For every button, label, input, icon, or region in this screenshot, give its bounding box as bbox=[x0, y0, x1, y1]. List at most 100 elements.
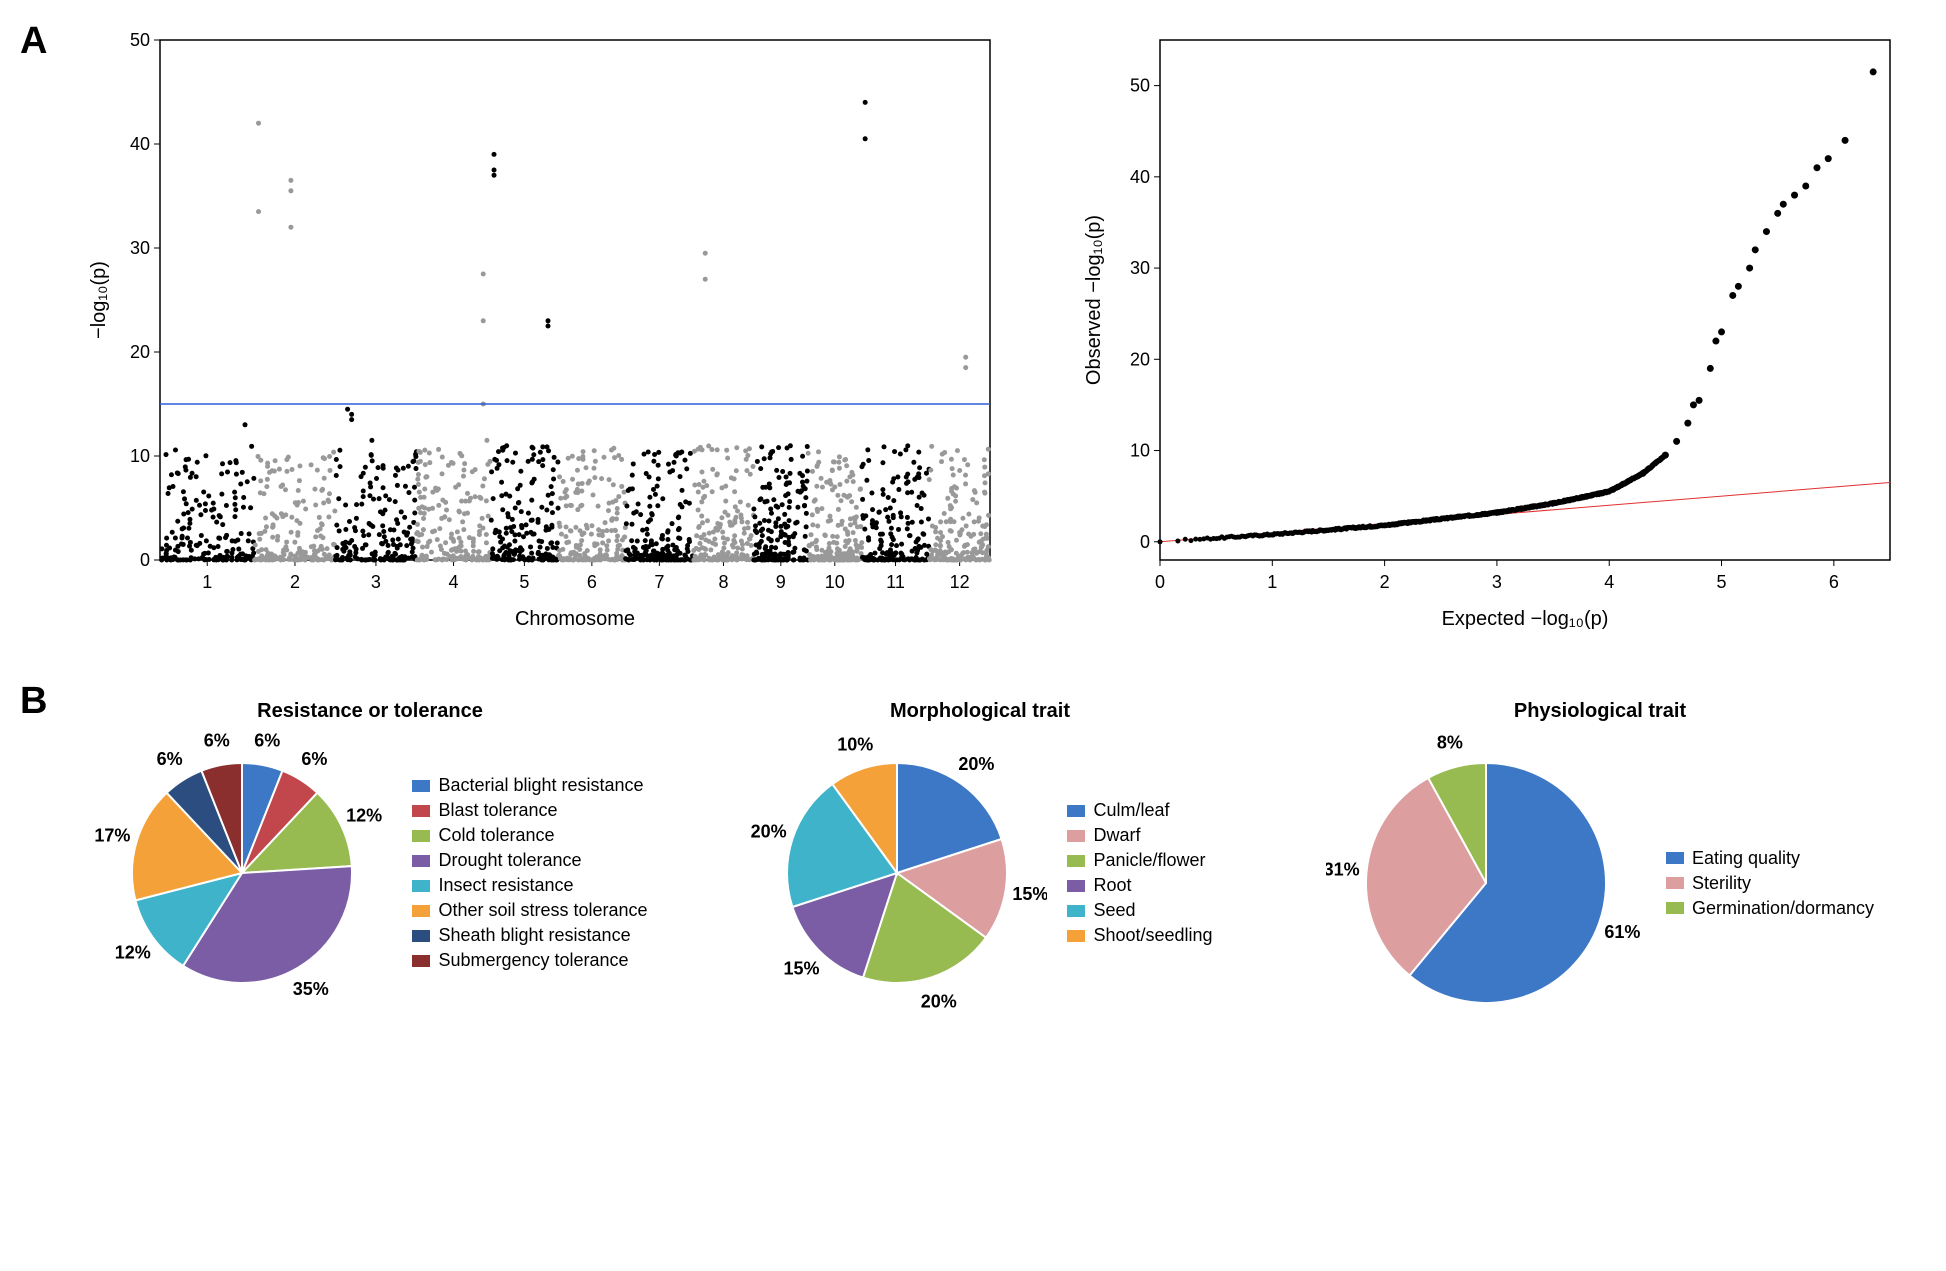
pie-physio-title: Physiological trait bbox=[1514, 700, 1686, 723]
svg-text:12%: 12% bbox=[115, 942, 151, 962]
legend-swatch bbox=[412, 930, 430, 942]
pie-physio: Physiological trait 61% 31% 8% Eating qual… bbox=[1300, 700, 1900, 1043]
svg-text:6%: 6% bbox=[157, 749, 183, 769]
pie-morph: Morphological trait 20%15%20%15%20%10% C… bbox=[720, 700, 1240, 1023]
svg-text:Observed −log₁₀(p): Observed −log₁₀(p) bbox=[1083, 215, 1105, 385]
svg-text:2: 2 bbox=[1380, 572, 1390, 592]
legend-item: Sheath blight resistance bbox=[412, 925, 647, 946]
legend-label: Culm/leaf bbox=[1093, 800, 1169, 821]
manhattan-plot: 01020304050123456789101112Chromosome−log… bbox=[80, 20, 1010, 640]
legend-item: Cold tolerance bbox=[412, 825, 647, 846]
svg-text:20%: 20% bbox=[751, 821, 787, 841]
legend-label: Cold tolerance bbox=[438, 825, 554, 846]
svg-text:3: 3 bbox=[1492, 572, 1502, 592]
legend-label: Root bbox=[1093, 875, 1131, 896]
svg-text:10: 10 bbox=[1130, 441, 1150, 461]
svg-text:20%: 20% bbox=[921, 991, 957, 1011]
pie-physio-svg: 61% 31% 8% bbox=[1326, 723, 1646, 1043]
legend-swatch bbox=[412, 780, 430, 792]
svg-text:6%: 6% bbox=[302, 749, 328, 769]
legend-item: Submergency tolerance bbox=[412, 950, 647, 971]
svg-text:15%: 15% bbox=[1013, 884, 1048, 904]
svg-text:61%: 61% bbox=[1604, 922, 1640, 942]
svg-text:11: 11 bbox=[886, 572, 905, 592]
legend-label: Panicle/flower bbox=[1093, 850, 1205, 871]
svg-text:1: 1 bbox=[1267, 572, 1277, 592]
legend-item: Eating quality bbox=[1666, 848, 1874, 869]
svg-text:0: 0 bbox=[1155, 572, 1165, 592]
legend-swatch bbox=[1067, 905, 1085, 917]
svg-text:6: 6 bbox=[587, 572, 597, 592]
legend-item: Panicle/flower bbox=[1067, 850, 1212, 871]
legend-label: Seed bbox=[1093, 900, 1135, 921]
svg-text:2: 2 bbox=[290, 572, 300, 592]
svg-text:50: 50 bbox=[130, 30, 150, 50]
legend-swatch bbox=[1666, 877, 1684, 889]
legend-swatch bbox=[412, 955, 430, 967]
svg-text:12: 12 bbox=[950, 572, 970, 592]
qq-svg: 012345601020304050Expected −log₁₀(p)Obse… bbox=[1070, 20, 1920, 640]
qq-plot: 012345601020304050Expected −log₁₀(p)Obse… bbox=[1070, 20, 1920, 640]
pie-morph-legend: Culm/leaf Dwarf Panicle/flower Root Seed Shoo… bbox=[1067, 796, 1212, 950]
svg-text:40: 40 bbox=[130, 134, 150, 154]
panel-a-label: A bbox=[20, 20, 47, 63]
svg-text:10: 10 bbox=[130, 446, 150, 466]
legend-swatch bbox=[1067, 855, 1085, 867]
panel-b-label: B bbox=[20, 680, 47, 723]
legend-item: Drought tolerance bbox=[412, 850, 647, 871]
pie-physio-legend: Eating quality Sterility Germination/dorma… bbox=[1666, 844, 1874, 923]
legend-label: Germination/dormancy bbox=[1692, 898, 1874, 919]
legend-swatch bbox=[412, 905, 430, 917]
svg-text:−log₁₀(p): −log₁₀(p) bbox=[88, 261, 110, 339]
pie-morph-svg: 20%15%20%15%20%10% bbox=[747, 723, 1047, 1023]
svg-text:40: 40 bbox=[1130, 167, 1150, 187]
pie-resistance-legend: Bacterial blight resistance Blast toleran… bbox=[412, 771, 647, 975]
legend-item: Germination/dormancy bbox=[1666, 898, 1874, 919]
legend-item: Dwarf bbox=[1067, 825, 1212, 846]
svg-text:15%: 15% bbox=[784, 958, 820, 978]
legend-label: Bacterial blight resistance bbox=[438, 775, 643, 796]
svg-text:30: 30 bbox=[1130, 258, 1150, 278]
legend-label: Dwarf bbox=[1093, 825, 1140, 846]
manhattan-svg: 01020304050123456789101112Chromosome−log… bbox=[80, 20, 1010, 640]
svg-text:35%: 35% bbox=[293, 979, 329, 999]
legend-label: Submergency tolerance bbox=[438, 950, 628, 971]
svg-text:5: 5 bbox=[1717, 572, 1727, 592]
legend-label: Blast tolerance bbox=[438, 800, 557, 821]
svg-text:8%: 8% bbox=[1437, 733, 1463, 753]
legend-swatch bbox=[1067, 930, 1085, 942]
legend-item: Blast tolerance bbox=[412, 800, 647, 821]
legend-swatch bbox=[1067, 830, 1085, 842]
legend-swatch bbox=[412, 830, 430, 842]
svg-text:17%: 17% bbox=[95, 825, 131, 845]
svg-text:8: 8 bbox=[718, 572, 728, 592]
legend-swatch bbox=[1067, 805, 1085, 817]
svg-text:Expected −log₁₀(p): Expected −log₁₀(p) bbox=[1442, 608, 1609, 630]
legend-swatch bbox=[412, 880, 430, 892]
legend-item: Sterility bbox=[1666, 873, 1874, 894]
legend-item: Seed bbox=[1067, 900, 1212, 921]
pie-resistance-title: Resistance or tolerance bbox=[257, 700, 483, 723]
legend-label: Sterility bbox=[1692, 873, 1751, 894]
svg-text:6%: 6% bbox=[255, 730, 281, 750]
legend-item: Bacterial blight resistance bbox=[412, 775, 647, 796]
svg-text:1: 1 bbox=[202, 572, 212, 592]
svg-text:20: 20 bbox=[1130, 349, 1150, 369]
legend-label: Shoot/seedling bbox=[1093, 925, 1212, 946]
svg-text:5: 5 bbox=[519, 572, 529, 592]
svg-text:31%: 31% bbox=[1326, 859, 1360, 879]
legend-item: Other soil stress tolerance bbox=[412, 900, 647, 921]
svg-text:0: 0 bbox=[140, 550, 150, 570]
figure-root: A 01020304050123456789101112Chromosome−l… bbox=[20, 20, 1926, 1251]
svg-text:20: 20 bbox=[130, 342, 150, 362]
svg-text:50: 50 bbox=[1130, 76, 1150, 96]
svg-text:4: 4 bbox=[449, 572, 459, 592]
legend-swatch bbox=[412, 855, 430, 867]
svg-text:Chromosome: Chromosome bbox=[515, 608, 635, 630]
legend-swatch bbox=[1067, 880, 1085, 892]
svg-text:6%: 6% bbox=[204, 730, 230, 750]
legend-swatch bbox=[1666, 852, 1684, 864]
svg-text:7: 7 bbox=[654, 572, 664, 592]
legend-label: Sheath blight resistance bbox=[438, 925, 630, 946]
svg-text:10%: 10% bbox=[838, 735, 874, 755]
